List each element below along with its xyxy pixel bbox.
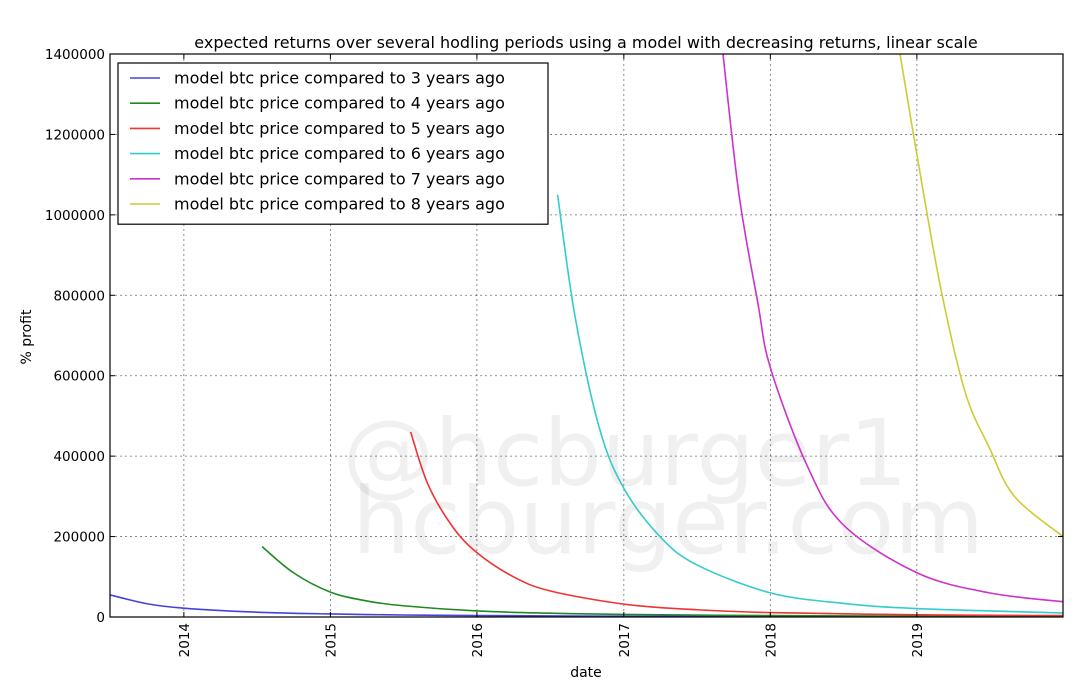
legend-entry: model btc price compared to 7 years ago [174,169,505,188]
x-axis-label: date [570,665,602,681]
y-axis: 0 200000 400000 600000 800000 1000000 1200000 1… [45,47,1063,626]
y-tick-label: 600000 [53,369,105,385]
plot-frame [109,53,1064,618]
y-tick-label: 1200000 [45,127,105,143]
y-tick-label: 400000 [53,449,105,465]
y-tick-label: 1400000 [45,47,105,63]
y-axis-label: % profit [19,309,35,364]
legend-box [117,62,549,225]
legend-entry: model btc price compared to 3 years ago [174,69,505,88]
chart-title: expected returns over several hodling pe… [194,33,977,52]
watermark-site: hcburger.com [352,468,984,575]
x-tick-label: 2014 [177,623,193,657]
legend: model btc price compared to 3 years ago m… [117,62,549,225]
series-line-4-years [261,546,1063,617]
y-tick-label: 200000 [53,530,105,546]
x-axis: 2014 2015 2016 2017 2018 2019 [177,54,926,657]
x-tick-label: 2018 [763,623,779,657]
y-tick-label: 1000000 [45,208,105,224]
series-line-7-years [722,54,1063,603]
x-tick-label: 2015 [323,623,339,657]
x-tick-label: 2017 [617,623,633,657]
legend-entry: model btc price compared to 6 years ago [174,144,505,163]
legend-entry: model btc price compared to 8 years ago [174,195,505,214]
y-tick-label: 800000 [53,288,105,304]
series-line-6-years [556,194,1063,614]
x-tick-label: 2016 [470,623,486,657]
legend-entry: model btc price compared to 5 years ago [174,119,505,138]
series-line-8-years [899,54,1063,538]
legend-entry: model btc price compared to 4 years ago [174,94,505,113]
watermark: @hcburger1 hcburger.com [342,400,984,575]
x-tick-label: 2019 [910,623,926,657]
series-line-5-years [409,431,1063,617]
y-tick-label: 0 [96,610,105,626]
